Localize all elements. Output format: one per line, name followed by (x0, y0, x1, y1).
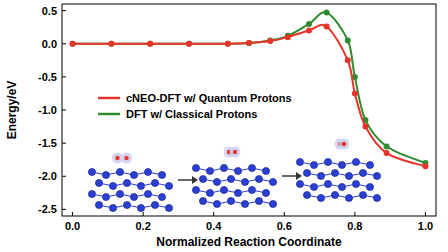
arrow-head (296, 172, 302, 180)
series-marker (108, 41, 114, 47)
y-tick (62, 43, 66, 44)
y-tick (62, 209, 66, 210)
x-tick (354, 212, 355, 216)
series-marker (225, 41, 231, 47)
lattice-atom (158, 193, 165, 200)
lattice-atom (165, 182, 172, 189)
lattice-atom (158, 171, 165, 178)
x-tick (284, 212, 285, 216)
series-marker (70, 41, 76, 47)
legend-swatch (98, 97, 120, 100)
series-marker (108, 41, 114, 47)
series-marker (324, 24, 330, 30)
series-marker (70, 41, 76, 47)
x-tick-label: 0.6 (277, 220, 292, 232)
lattice-atom (165, 204, 172, 211)
y-tick-label: -1.0 (38, 104, 57, 116)
lattice-atom (262, 167, 269, 174)
series-line (73, 12, 426, 163)
proton-cloud (339, 139, 350, 150)
x-tick (425, 212, 426, 216)
series-marker (306, 28, 312, 34)
legend-label: DFT w/ Classical Protons (126, 108, 257, 120)
series-marker (306, 21, 312, 27)
legend-label: cNEO-DFT w/ Quantum Protons (126, 92, 292, 104)
x-tick-label: 0.2 (136, 220, 151, 232)
lattice-atom (373, 194, 380, 201)
proton (233, 150, 237, 154)
lattice-atom (366, 183, 373, 190)
series-marker (246, 40, 252, 46)
series-marker (246, 40, 252, 46)
y-tick-label: 0.0 (42, 38, 57, 50)
proton (342, 142, 346, 146)
arrow (178, 179, 194, 181)
x-tick-label: 0.0 (65, 220, 80, 232)
y-tick (62, 143, 66, 144)
y-tick (62, 76, 66, 77)
proton-cloud (230, 147, 241, 158)
y-tick (62, 176, 66, 177)
y-tick-label: -0.5 (38, 71, 57, 83)
series-marker (352, 90, 358, 96)
y-tick-label: -2.0 (38, 170, 57, 182)
series-marker (267, 37, 273, 43)
arrow-head (192, 176, 198, 184)
y-tick-label: 0.5 (42, 5, 57, 17)
y-tick (62, 10, 66, 11)
lattice-atom (366, 161, 373, 168)
series-marker (147, 41, 153, 47)
inset-illustration (88, 139, 380, 212)
series-marker (345, 37, 351, 43)
chart: -2.5 -2.0 -1.5 -1.0 -0.5 0.0 0.5 0.0 0.2 0.4 0.6 0.… (0, 0, 448, 252)
x-tick (143, 212, 144, 216)
proton-cloud (121, 153, 132, 164)
series-marker (186, 41, 192, 47)
x-tick-label: 0.4 (206, 220, 222, 232)
legend-swatch (98, 113, 120, 116)
series-marker (362, 124, 368, 130)
proton (115, 156, 119, 160)
x-axis-label: Normalized Reaction Coordinate (156, 235, 342, 249)
series-marker (422, 163, 428, 169)
proton (124, 156, 128, 160)
legend: cNEO-DFT w/ Quantum Protons DFT w/ Classi… (98, 92, 292, 120)
lattice-atom (373, 172, 380, 179)
series-marker (285, 34, 291, 40)
series-marker (345, 57, 351, 63)
series-line (73, 25, 426, 167)
arrow (282, 175, 298, 177)
y-tick (62, 110, 66, 111)
series-marker (324, 10, 330, 16)
y-tick-label: -2.5 (38, 203, 57, 215)
series-marker (384, 143, 390, 149)
series-marker (267, 38, 273, 44)
lattice-atom (262, 189, 269, 196)
series-marker (186, 41, 192, 47)
plot-frame (62, 4, 436, 216)
chart-root: -2.5 -2.0 -1.5 -1.0 -0.5 0.0 0.5 0.0 0.2 0.4 0.6 0.… (0, 0, 448, 252)
lattice-atom (269, 200, 276, 207)
x-tick (213, 212, 214, 216)
series-marker (225, 41, 231, 47)
lattice-atom (269, 178, 276, 185)
y-axis-label: Energy/eV (5, 81, 19, 140)
series-marker (147, 41, 153, 47)
plot-area (70, 10, 429, 170)
series-marker (384, 150, 390, 156)
x-tick (72, 212, 73, 216)
y-tick-label: -1.5 (38, 137, 57, 149)
x-tick-label: 0.8 (347, 220, 362, 232)
x-tick-label: 1.0 (418, 220, 433, 232)
